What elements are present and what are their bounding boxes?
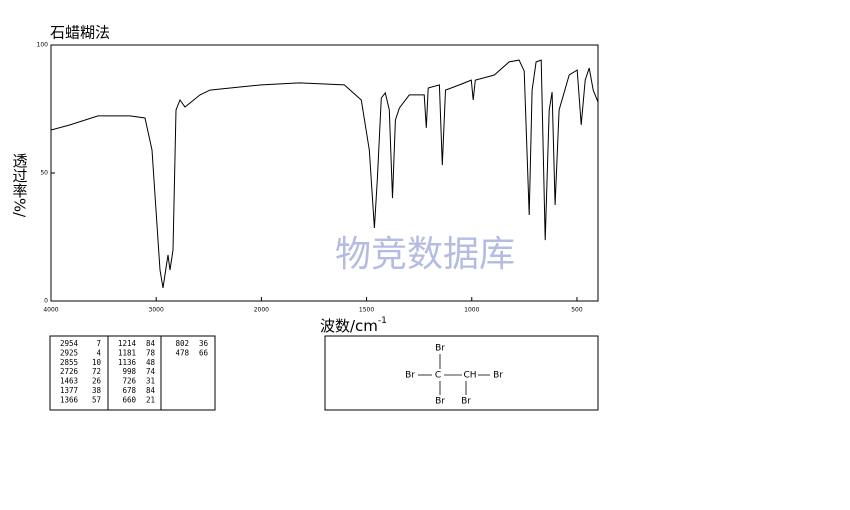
y-tick-label: 0: [44, 298, 48, 305]
y-tick-label: 100: [37, 42, 49, 49]
atom: CH: [463, 371, 476, 381]
peak-transmittance: 21: [146, 395, 155, 404]
x-tick-label: 1500: [359, 307, 374, 314]
peak-table-frame: [49, 335, 216, 411]
x-axis-label: 波数/cm-1: [320, 316, 387, 335]
peak-wavenumber: 1136: [118, 358, 137, 367]
peak-wavenumber: 1214: [118, 339, 137, 348]
peak-wavenumber: 2726: [60, 367, 79, 376]
peak-wavenumber: 1463: [60, 377, 78, 386]
peak-wavenumber: 678: [122, 386, 136, 395]
bonds: [418, 354, 490, 395]
watermark: 物竞数据库: [335, 234, 515, 275]
structure-frame: [324, 335, 599, 411]
peak-transmittance: 10: [92, 358, 102, 367]
peak-transmittance: 36: [199, 339, 209, 348]
peak-wavenumber: 1181: [118, 348, 136, 357]
atom: Br: [405, 371, 415, 381]
y-axis-label: 透过率%/: [11, 153, 29, 218]
x-tick-label: 500: [571, 307, 583, 314]
peak-transmittance: 38: [92, 386, 102, 395]
peak-transmittance: 84: [146, 339, 156, 348]
peak-transmittance: 31: [146, 377, 155, 386]
atoms: Br Br C CH Br Br Br: [405, 344, 503, 407]
x-tick-label: 2000: [254, 307, 269, 314]
peak-transmittance: 57: [92, 395, 101, 404]
peak-transmittance: 72: [92, 367, 101, 376]
peak-wavenumber: 478: [175, 348, 189, 357]
peak-transmittance: 74: [146, 367, 156, 376]
atom: Br: [493, 371, 503, 381]
peak-wavenumber: 660: [122, 395, 136, 404]
atom: Br: [435, 344, 445, 354]
x-label-text: 波数/cm: [320, 317, 378, 335]
peak-transmittance: 66: [199, 348, 209, 357]
x-tick-label: 3000: [149, 307, 164, 314]
peak-transmittance: 26: [92, 377, 102, 386]
peak-transmittance: 4: [96, 348, 101, 357]
peak-wavenumber: 802: [175, 339, 189, 348]
atom: Br: [461, 397, 471, 407]
peak-wavenumber: 998: [122, 367, 136, 376]
peak-transmittance: 78: [146, 348, 156, 357]
peak-transmittance: 84: [146, 386, 156, 395]
chart-title: 石蜡糊法: [50, 24, 110, 42]
spectrum-line: [50, 59, 599, 288]
peak-transmittance: 7: [96, 339, 101, 348]
y-tick-label: 50: [40, 170, 48, 177]
peak-wavenumber: 726: [122, 377, 136, 386]
peak-wavenumber: 2855: [60, 358, 78, 367]
plot-frame: [50, 44, 599, 302]
atom: Br: [435, 397, 445, 407]
peak-wavenumber: 1366: [60, 395, 79, 404]
peak-transmittance: 48: [146, 358, 156, 367]
peak-wavenumber: 2954: [60, 339, 79, 348]
x-tick-label: 4000: [43, 307, 58, 314]
peak-wavenumber: 1377: [60, 386, 78, 395]
peak-wavenumber: 2925: [60, 348, 78, 357]
x-label-sup: -1: [378, 316, 387, 326]
atom: C: [435, 371, 441, 381]
x-tick-label: 1000: [464, 307, 479, 314]
